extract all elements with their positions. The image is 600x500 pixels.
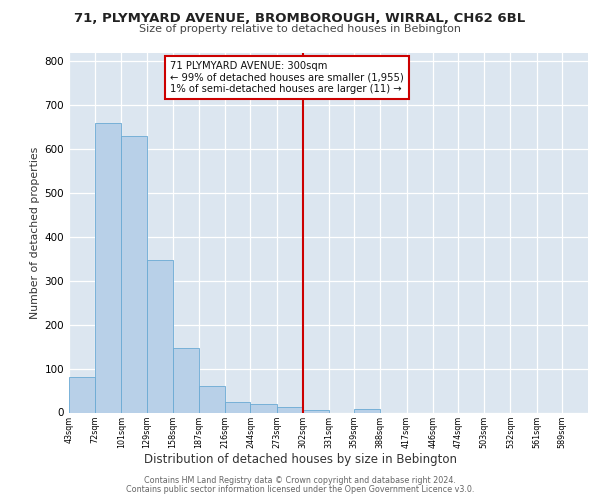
Text: Contains HM Land Registry data © Crown copyright and database right 2024.: Contains HM Land Registry data © Crown c… [144, 476, 456, 485]
Bar [354, 409, 380, 412]
Bar [69, 376, 95, 412]
Bar [199, 386, 225, 412]
Bar [95, 122, 121, 412]
Bar [146, 260, 173, 412]
Text: Contains public sector information licensed under the Open Government Licence v3: Contains public sector information licen… [126, 485, 474, 494]
Bar [250, 404, 277, 412]
Text: Distribution of detached houses by size in Bebington: Distribution of detached houses by size … [143, 452, 457, 466]
Text: 71, PLYMYARD AVENUE, BROMBOROUGH, WIRRAL, CH62 6BL: 71, PLYMYARD AVENUE, BROMBOROUGH, WIRRAL… [74, 12, 526, 26]
Text: Size of property relative to detached houses in Bebington: Size of property relative to detached ho… [139, 24, 461, 34]
Y-axis label: Number of detached properties: Number of detached properties [31, 146, 40, 318]
Bar [173, 348, 199, 412]
Bar [121, 136, 146, 412]
Bar [225, 402, 250, 412]
Bar [303, 410, 329, 412]
Bar [277, 407, 303, 412]
Text: 71 PLYMYARD AVENUE: 300sqm
← 99% of detached houses are smaller (1,955)
1% of se: 71 PLYMYARD AVENUE: 300sqm ← 99% of deta… [170, 62, 404, 94]
